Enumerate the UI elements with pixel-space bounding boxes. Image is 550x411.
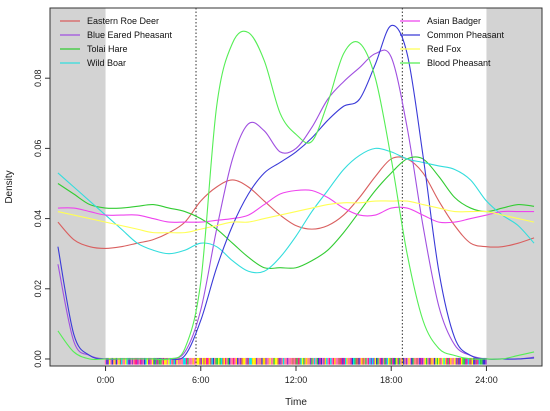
legend: Eastern Roe Deer Blue Eared Pheasant Tolai… [60, 16, 505, 68]
x-tick-label: 18:00 [380, 375, 403, 385]
y-tick-label: 0.04 [33, 210, 43, 228]
legend-label: Wild Boar [87, 58, 126, 68]
legend-label: Asian Badger [427, 16, 481, 26]
series-line-red-fox [57, 200, 535, 234]
y-tick-label: 0.08 [33, 69, 43, 87]
legend-label: Red Fox [427, 44, 462, 54]
series-line-blood-pheasant [57, 30, 535, 361]
plot-background [50, 8, 542, 366]
legend-label: Blue Eared Pheasant [87, 30, 173, 40]
observation-rug [104, 357, 487, 365]
y-axis: 0.00 0.02 0.04 0.06 0.08 [33, 69, 50, 368]
legend-label: Blood Pheasant [427, 58, 491, 68]
y-axis-title: Density [4, 170, 15, 203]
series-line-asian-badger [57, 189, 535, 224]
y-tick-label: 0.00 [33, 350, 43, 368]
x-axis-title: Time [285, 397, 307, 408]
legend-label: Eastern Roe Deer [87, 16, 159, 26]
night-shade-1 [486, 8, 542, 366]
x-tick-label: 6:00 [192, 375, 210, 385]
y-tick-label: 0.06 [33, 140, 43, 158]
night-shade-0 [50, 8, 106, 366]
series-line-tolai-hare [57, 156, 535, 270]
sunrise-sunset-lines [195, 8, 403, 366]
x-tick-label: 0:00 [97, 375, 115, 385]
x-tick-label: 12:00 [285, 375, 308, 385]
x-tick-label: 24:00 [475, 375, 498, 385]
night-shading [50, 8, 542, 366]
density-curves [57, 24, 535, 361]
legend-label: Tolai Hare [87, 44, 128, 54]
legend-label: Common Pheasant [427, 30, 505, 40]
y-tick-label: 0.02 [33, 280, 43, 298]
series-line-wild-boar [57, 147, 535, 274]
x-axis: 0:00 6:00 12:00 18:00 24:00 [97, 366, 498, 385]
